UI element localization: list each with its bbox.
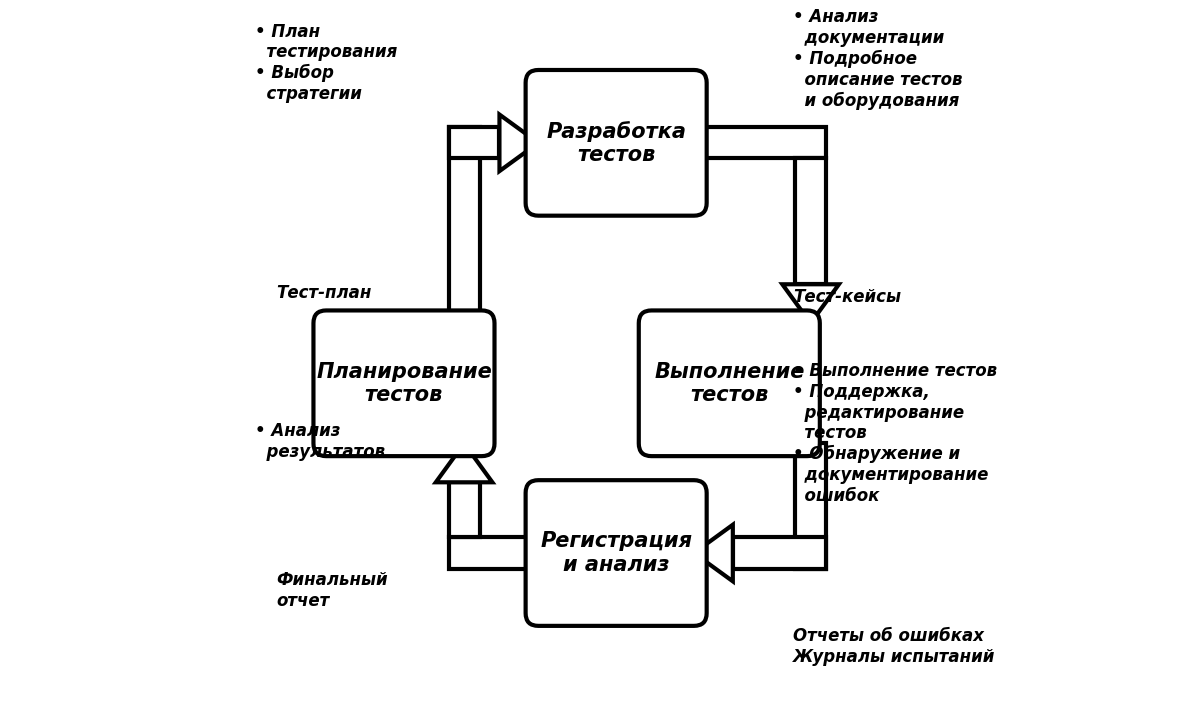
Text: Планирование
тестов: Планирование тестов — [317, 361, 492, 405]
Text: Отчеты об ошибках
Журналы испытаний: Отчеты об ошибках Журналы испытаний — [793, 627, 996, 666]
Polygon shape — [694, 127, 826, 158]
Text: Разработка
тестов: Разработка тестов — [547, 121, 686, 165]
Text: • Анализ
  результатов: • Анализ результатов — [255, 422, 385, 461]
Polygon shape — [795, 158, 826, 284]
FancyBboxPatch shape — [313, 310, 495, 456]
FancyBboxPatch shape — [639, 310, 820, 456]
Polygon shape — [449, 537, 538, 569]
Text: Финальный
отчет: Финальный отчет — [277, 571, 389, 609]
Text: Тест-план: Тест-план — [277, 284, 372, 302]
Polygon shape — [783, 284, 839, 323]
Polygon shape — [694, 525, 733, 581]
FancyBboxPatch shape — [526, 70, 707, 216]
Text: • Выполнение тестов
• Поддержка,
  редактирование
  тестов
• Обнаружение и
  док: • Выполнение тестов • Поддержка, редакти… — [793, 362, 997, 505]
Text: • План
  тестирования
• Выбор
  стратегии: • План тестирования • Выбор стратегии — [255, 23, 397, 103]
FancyBboxPatch shape — [526, 480, 707, 626]
Text: • Анализ
  документации
• Подробное
  описание тестов
  и оборудования: • Анализ документации • Подробное описан… — [793, 9, 962, 110]
Polygon shape — [436, 444, 492, 482]
Text: Регистрация
и анализ: Регистрация и анализ — [541, 531, 692, 574]
Polygon shape — [449, 127, 500, 158]
Text: Выполнение
тестов: Выполнение тестов — [654, 361, 804, 405]
Polygon shape — [733, 537, 826, 569]
Polygon shape — [795, 444, 826, 569]
Polygon shape — [449, 482, 479, 537]
Polygon shape — [449, 127, 479, 323]
Text: Тест-кейсы: Тест-кейсы — [793, 288, 901, 306]
Polygon shape — [500, 114, 538, 171]
